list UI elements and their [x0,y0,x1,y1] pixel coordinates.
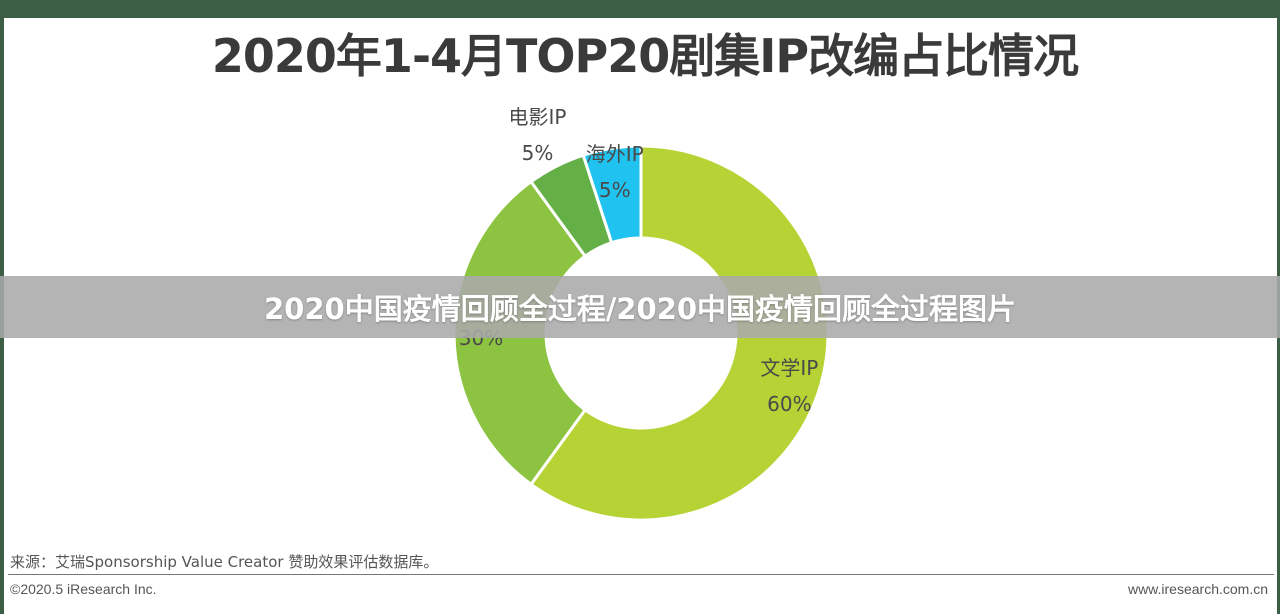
footer-divider [8,574,1274,575]
donut-slice-3 [581,144,643,245]
slice-value-label-2: 5% [522,141,554,165]
chart-title: 2020年1-4月TOP20剧集IP改编占比情况 [211,29,1079,83]
source-note: 来源：艾瑞Sponsorship Value Creator 赞助效果评估数据库… [10,553,439,571]
slice-name-label-3: 海外IP [586,142,644,166]
slice-name-label-0: 文学IP [760,356,818,380]
slice-name-label-2: 电影IP [509,105,567,129]
footer-website: www.iresearch.com.cn [1127,581,1268,597]
top-frame-bar [0,0,1280,18]
slice-value-label-3: 5% [599,178,631,202]
slice-value-label-0: 60% [767,392,811,416]
overlay-banner: 2020中国疫情回顾全过程/2020中国疫情回顾全过程图片 [0,276,1280,338]
footer-copyright: ©2020.5 iResearch Inc. [10,581,157,597]
overlay-banner-text: 2020中国疫情回顾全过程/2020中国疫情回顾全过程图片 [263,292,1017,326]
